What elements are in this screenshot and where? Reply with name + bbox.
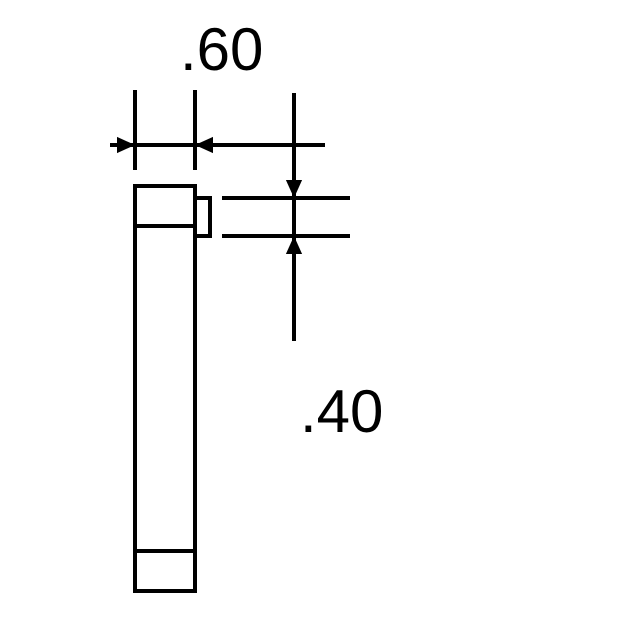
top-arrow-left [117, 137, 135, 153]
right-arrow-top [286, 180, 302, 198]
right-arrow-bottom [286, 236, 302, 254]
part-tab [195, 198, 210, 236]
dim-label-height: .40 [300, 378, 383, 445]
top-arrow-right [195, 137, 213, 153]
dimension-drawing: .60 .40 [0, 0, 640, 640]
part-body [135, 186, 195, 591]
dim-label-width: .60 [180, 16, 263, 83]
